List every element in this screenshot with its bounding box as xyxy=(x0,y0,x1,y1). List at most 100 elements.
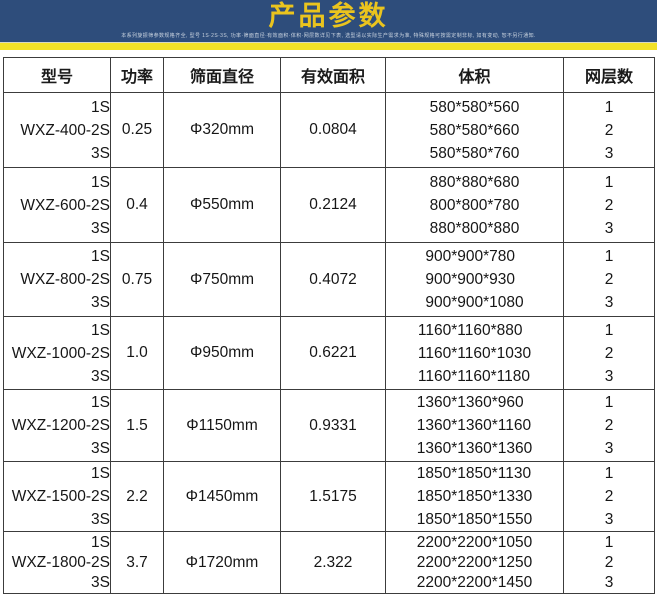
table-row: 1S WXZ-400-2S 3S 0.25 Φ320mm 0.0804 580*580*56… xyxy=(3,92,655,168)
model-line: WXZ-800-2S xyxy=(20,271,110,288)
power-cell: 2.2 xyxy=(110,461,164,532)
diameter-cell: Φ750mm xyxy=(163,242,281,317)
header-cell-diameter: 筛面直径 xyxy=(163,57,281,93)
banner-stripe xyxy=(0,42,657,50)
power-cell: 1.5 xyxy=(110,389,164,462)
volume-line: 1160*1160*1180 xyxy=(417,367,530,385)
layer-line: 2 xyxy=(604,553,614,571)
banner-gap xyxy=(0,50,657,57)
layers-cell: 1 2 3 xyxy=(563,167,655,243)
volume-block: 1850*1850*1130 1850*1850*1330 1850*1850*15… xyxy=(416,463,533,531)
model-line: 1S xyxy=(91,533,110,551)
volume-line: 880*880*680 xyxy=(429,173,520,191)
banner-title: 产品参数 xyxy=(268,1,389,31)
layer-line: 3 xyxy=(604,294,614,311)
model-line: WXZ-1500-2S xyxy=(11,488,110,505)
layer-line: 1 xyxy=(604,173,614,191)
volume-line: 880*800*880 xyxy=(429,219,520,237)
model-cell: 1S WXZ-1800-2S 3S xyxy=(3,531,111,594)
layers-cell: 1 2 3 xyxy=(563,92,655,168)
volume-line: 1360*1360*960 xyxy=(416,394,524,411)
model-line: 3S xyxy=(91,511,110,528)
diameter-cell: Φ950mm xyxy=(163,316,281,390)
header-cell-area: 有效面积 xyxy=(280,57,386,93)
area-cell: 2.322 xyxy=(280,531,386,594)
layer-line: 1 xyxy=(604,248,614,265)
area-cell: 0.6221 xyxy=(280,316,386,390)
model-line: WXZ-1800-2S xyxy=(11,553,110,571)
volume-line: 900*900*930 xyxy=(425,271,516,288)
layer-line: 2 xyxy=(604,196,614,214)
volume-cell: 1360*1360*960 1360*1360*1160 1360*1360*136… xyxy=(385,389,564,462)
volume-cell: 1160*1160*880 1160*1160*1030 1160*1160*118… xyxy=(385,316,564,390)
layer-line: 1 xyxy=(604,465,614,482)
power-cell: 1.0 xyxy=(110,316,164,390)
layer-line: 2 xyxy=(604,488,614,505)
layer-line: 2 xyxy=(604,121,614,139)
model-line: 1S xyxy=(91,321,110,339)
model-line: WXZ-600-2S xyxy=(20,196,110,214)
volume-cell: 580*580*560 580*580*660 580*580*760 xyxy=(385,92,564,168)
model-line: 3S xyxy=(91,440,110,457)
model-line: 1S xyxy=(91,394,110,411)
volume-line: 1850*1850*1330 xyxy=(416,488,533,505)
area-cell: 0.0804 xyxy=(280,92,386,168)
model-line: WXZ-1000-2S xyxy=(11,344,110,362)
volume-line: 1160*1160*1030 xyxy=(417,344,532,362)
layer-line: 1 xyxy=(604,321,614,339)
area-cell: 0.2124 xyxy=(280,167,386,243)
volume-block: 880*880*680 800*800*780 880*800*880 xyxy=(430,171,520,240)
diameter-cell: Φ320mm xyxy=(163,92,281,168)
layers-cell: 1 2 3 xyxy=(563,389,655,462)
volume-block: 1160*1160*880 1160*1160*1030 1160*1160*118… xyxy=(418,319,531,388)
model-line: 3S xyxy=(91,294,110,311)
model-cell: 1S WXZ-600-2S 3S xyxy=(3,167,111,243)
volume-block: 900*900*780 900*900*930 900*900*1080 xyxy=(425,245,523,314)
model-cell: 1S WXZ-1200-2S 3S xyxy=(3,389,111,462)
header-row: 型号 功率 筛面直径 有效面积 体积 网层数 xyxy=(3,57,655,93)
header-cell-model: 型号 xyxy=(3,57,111,93)
diameter-cell: Φ1150mm xyxy=(163,389,281,462)
volume-cell: 2200*2200*1050 2200*2200*1250 2200*2200*14… xyxy=(385,531,564,594)
product-parameters-table: 型号 功率 筛面直径 有效面积 体积 网层数 1S WXZ-400-2S 3S 0.25 Φ320… xyxy=(3,57,655,594)
table-row: 1S WXZ-1500-2S 3S 2.2 Φ1450mm 1.5175 1850*1850… xyxy=(3,461,655,532)
area-cell: 1.5175 xyxy=(280,461,386,532)
volume-line: 1850*1850*1130 xyxy=(416,465,532,482)
model-line: WXZ-400-2S xyxy=(20,121,110,139)
layer-line: 3 xyxy=(604,219,614,237)
volume-line: 580*580*560 xyxy=(429,98,520,116)
table-body: 1S WXZ-400-2S 3S 0.25 Φ320mm 0.0804 580*580*56… xyxy=(3,92,655,594)
model-line: 1S xyxy=(91,465,110,482)
power-cell: 0.75 xyxy=(110,242,164,317)
model-line: 3S xyxy=(91,219,110,237)
banner-subtitle: 本系列旋振筛参数规格齐全, 型号 1S·2S·3S, 功率·筛面直径·有效面积·… xyxy=(121,33,536,39)
volume-line: 2200*2200*1450 xyxy=(416,573,533,591)
layer-line: 2 xyxy=(604,417,614,434)
banner: 产品参数 本系列旋振筛参数规格齐全, 型号 1S·2S·3S, 功率·筛面直径·… xyxy=(0,0,657,42)
volume-line: 1360*1360*1160 xyxy=(416,417,532,434)
layer-line: 2 xyxy=(604,344,614,362)
volume-line: 1360*1360*1360 xyxy=(416,440,533,457)
table-row: 1S WXZ-1800-2S 3S 3.7 Φ1720mm 2.322 2200*2200*… xyxy=(3,531,655,594)
volume-cell: 880*880*680 800*800*780 880*800*880 xyxy=(385,167,564,243)
table-row: 1S WXZ-600-2S 3S 0.4 Φ550mm 0.2124 880*880*680… xyxy=(3,167,655,243)
layer-line: 2 xyxy=(604,271,614,288)
volume-line: 2200*2200*1050 xyxy=(416,533,533,551)
model-cell: 1S WXZ-400-2S 3S xyxy=(3,92,111,168)
layers-cell: 1 2 3 xyxy=(563,316,655,390)
model-line: 3S xyxy=(91,573,110,591)
model-line: 3S xyxy=(91,144,110,162)
header-cell-power: 功率 xyxy=(110,57,164,93)
layer-line: 3 xyxy=(604,367,614,385)
volume-line: 1160*1160*880 xyxy=(417,321,523,339)
header-cell-volume: 体积 xyxy=(385,57,564,93)
power-cell: 3.7 xyxy=(110,531,164,594)
layers-cell: 1 2 3 xyxy=(563,242,655,317)
volume-line: 900*900*1080 xyxy=(425,294,524,311)
volume-cell: 900*900*780 900*900*930 900*900*1080 xyxy=(385,242,564,317)
power-cell: 0.25 xyxy=(110,92,164,168)
volume-cell: 1850*1850*1130 1850*1850*1330 1850*1850*15… xyxy=(385,461,564,532)
model-line: WXZ-1200-2S xyxy=(11,417,110,434)
layer-line: 3 xyxy=(604,511,614,528)
